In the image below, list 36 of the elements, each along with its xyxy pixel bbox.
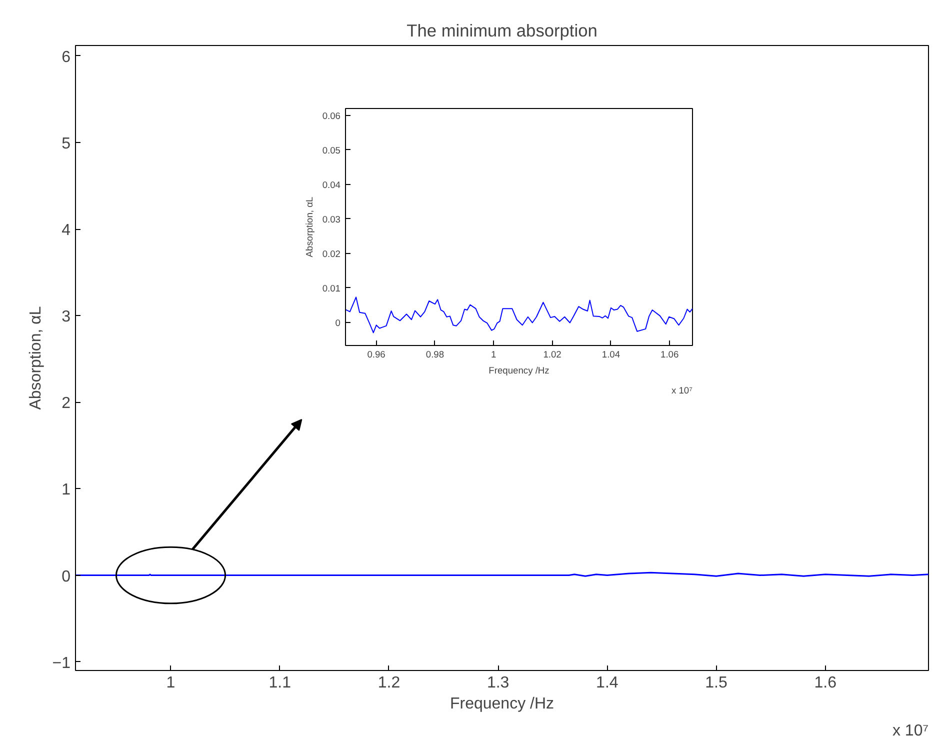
x-tick-label: 1	[491, 350, 496, 360]
x-tick-label: 0.96	[367, 350, 386, 360]
x-tick-label: 1.2	[378, 674, 400, 692]
x-tick-label: 1.6	[814, 674, 837, 692]
text: x 10⁷	[892, 722, 929, 740]
y-axis-title: Absorption, αL	[27, 306, 44, 410]
y-tick-label: 1	[62, 482, 71, 499]
y-tick-label: 4	[62, 222, 71, 240]
line-series	[346, 296, 692, 334]
y-tick-label: −1	[52, 654, 71, 672]
y-tick-label: 0.04	[322, 180, 340, 190]
x-tick-label: 1.06	[660, 350, 679, 360]
y-tick-label: 0.05	[322, 145, 340, 156]
x-tick-label: 1	[166, 674, 176, 692]
y-tick-label: 0.06	[322, 110, 340, 121]
x-axis-title: Frequency /Hz	[450, 696, 554, 712]
y-tick-label: 0.01	[322, 283, 340, 294]
y-tick-label: 0	[335, 318, 341, 328]
x-tick-label: 1.02	[543, 350, 562, 360]
chart-title: The minimum absorption	[406, 20, 598, 40]
x-tick-label: 1.1	[268, 674, 292, 692]
x-tick-label: 1.3	[486, 674, 510, 692]
y-tick-label: 0.02	[322, 248, 340, 259]
x-tick-label: 0.98	[426, 350, 444, 360]
y-tick-label: 0.03	[322, 214, 340, 224]
y-tick-label: 5	[62, 135, 71, 152]
y-tick-label: 0	[62, 568, 71, 586]
y-tick-label: 2	[62, 395, 71, 412]
x-tick-label: 1.5	[705, 674, 728, 692]
x-axis-title: Frequency /Hz	[488, 366, 550, 376]
y-axis-title: Absorption, αL	[304, 196, 314, 258]
annotation: x 10⁷	[671, 386, 693, 396]
x-tick-label: 1.04	[602, 350, 620, 360]
y-tick-label: 6	[62, 48, 71, 66]
y-tick-label: 3	[62, 308, 71, 326]
x-tick-label: 1.4	[596, 674, 618, 692]
